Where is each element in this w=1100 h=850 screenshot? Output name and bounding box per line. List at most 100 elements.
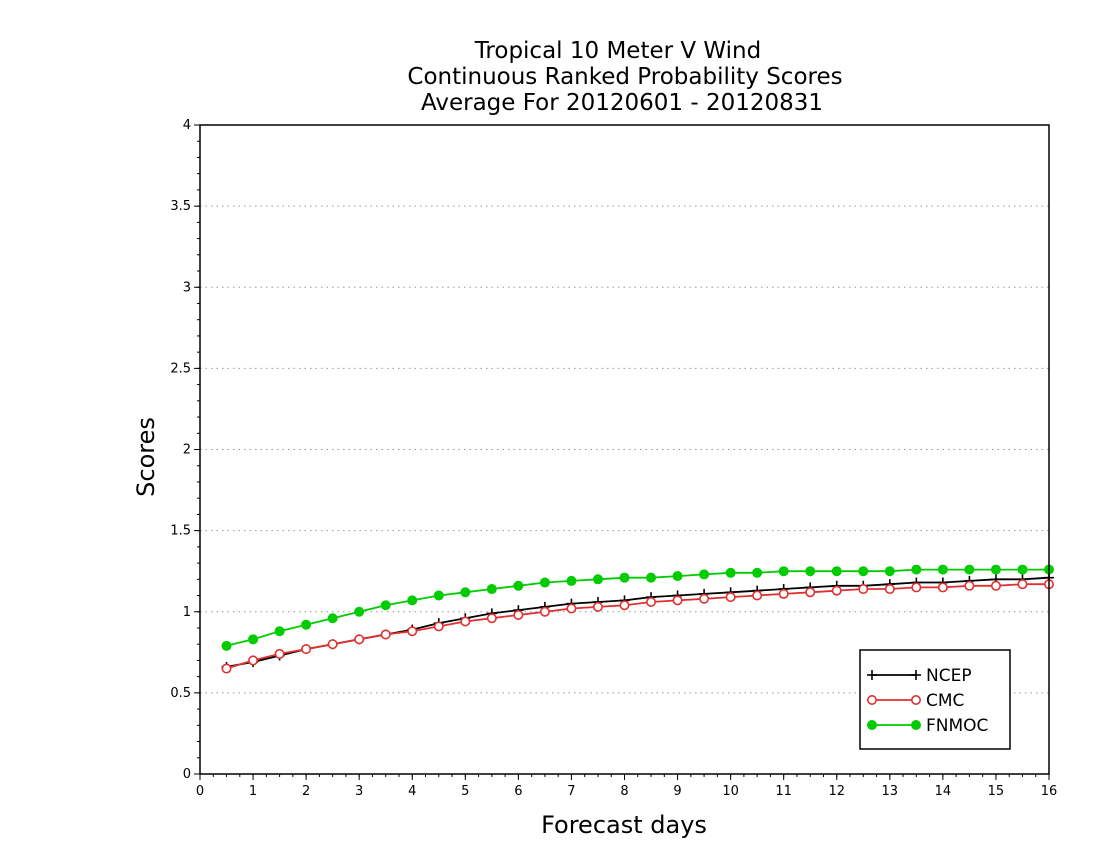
point-cmc [433, 621, 444, 632]
series-fnmoc [221, 564, 1054, 651]
point-cmc [460, 616, 471, 627]
point-cmc [539, 606, 550, 617]
point-cmc [221, 663, 232, 674]
y-tick-label: 0.5 [170, 686, 191, 701]
point-cmc [327, 639, 338, 650]
x-tick-label: 15 [988, 784, 1005, 799]
point-cmc [699, 593, 710, 604]
y-tick-label: 3 [183, 280, 191, 295]
point-fnmoc [752, 567, 763, 578]
point-cmc [592, 601, 603, 612]
point-cmc [301, 644, 312, 655]
y-axis-label: Scores [132, 417, 160, 497]
y-tick-label: 3.5 [170, 199, 191, 214]
x-tick-label: 14 [935, 784, 952, 799]
y-tick-label: 2 [183, 443, 191, 458]
point-fnmoc [566, 575, 577, 586]
point-fnmoc [486, 584, 497, 595]
legend-marker-end-ncep [911, 670, 921, 680]
x-tick-label: 7 [567, 784, 575, 799]
point-cmc [752, 590, 763, 601]
y-tick-label: 1.5 [170, 524, 191, 539]
point-cmc [646, 597, 657, 608]
point-cmc [672, 595, 683, 606]
title-line-3: Average For 20120601 - 20120831 [421, 90, 823, 116]
point-cmc [380, 629, 391, 640]
y-tick-label: 2.5 [170, 361, 191, 376]
point-fnmoc [539, 577, 550, 588]
legend-entry-cmc: CMC [866, 691, 964, 711]
legend: NCEP CMC FNMOC [859, 649, 1011, 750]
point-fnmoc [937, 564, 948, 575]
point-fnmoc [221, 640, 232, 651]
point-fnmoc [805, 566, 816, 577]
point-cmc [513, 609, 524, 620]
point-cmc [858, 584, 869, 595]
point-cmc [990, 580, 1001, 591]
point-fnmoc [274, 626, 285, 637]
point-cmc [937, 582, 948, 593]
series-cmc [221, 579, 1055, 674]
x-tick-label: 9 [673, 784, 681, 799]
point-fnmoc [407, 595, 418, 606]
point-fnmoc [964, 564, 975, 575]
point-fnmoc [699, 569, 710, 580]
legend-marker-start-ncep [867, 670, 877, 680]
legend-label-fnmoc: FNMOC [926, 716, 988, 736]
point-cmc [619, 600, 630, 611]
legend-marker-end-cmc [910, 694, 921, 705]
point-fnmoc [327, 613, 338, 624]
legend-label-cmc: CMC [926, 691, 964, 711]
x-tick-label: 1 [249, 784, 257, 799]
x-tick-label: 3 [355, 784, 363, 799]
x-tick-label: 6 [514, 784, 522, 799]
y-tick-label: 0 [183, 767, 191, 782]
x-tick-label: 13 [882, 784, 899, 799]
x-tick-label: 4 [408, 784, 416, 799]
point-cmc [274, 648, 285, 659]
point-cmc [831, 585, 842, 596]
point-fnmoc [301, 619, 312, 630]
x-tick-label: 5 [461, 784, 469, 799]
point-fnmoc [513, 580, 524, 591]
point-fnmoc [911, 564, 922, 575]
point-cmc [911, 582, 922, 593]
point-fnmoc [380, 600, 391, 611]
point-cmc [725, 592, 736, 603]
point-cmc [354, 634, 365, 645]
point-fnmoc [778, 566, 789, 577]
point-fnmoc [672, 571, 683, 582]
y-tick-label: 4 [183, 118, 191, 133]
x-tick-label: 11 [775, 784, 792, 799]
point-fnmoc [248, 634, 259, 645]
legend-label-ncep: NCEP [926, 666, 972, 686]
legend-entry-fnmoc: FNMOC [867, 716, 988, 736]
point-fnmoc [460, 587, 471, 598]
series-line-fnmoc [226, 568, 1049, 647]
x-tick-label: 10 [722, 784, 739, 799]
point-cmc [1017, 579, 1028, 590]
point-fnmoc [592, 574, 603, 585]
point-cmc [778, 588, 789, 599]
point-cmc [486, 613, 497, 624]
point-cmc [566, 603, 577, 614]
point-fnmoc [619, 572, 630, 583]
point-fnmoc [990, 564, 1001, 575]
point-fnmoc [725, 567, 736, 578]
legend-marker-start-cmc [866, 694, 877, 705]
title-line-1: Tropical 10 Meter V Wind [474, 38, 761, 64]
point-fnmoc [433, 590, 444, 601]
legend-marker-start-fnmoc [867, 720, 877, 730]
point-fnmoc [646, 572, 657, 583]
y-tick-label: 1 [183, 605, 191, 620]
legend-marker-end-fnmoc [911, 720, 921, 730]
point-cmc [248, 655, 259, 666]
grid-lines [200, 205, 1049, 694]
point-cmc [884, 584, 895, 595]
x-tick-label: 16 [1041, 784, 1058, 799]
point-cmc [805, 587, 816, 598]
x-tick-label: 0 [196, 784, 204, 799]
plot-frame [199, 124, 1050, 775]
